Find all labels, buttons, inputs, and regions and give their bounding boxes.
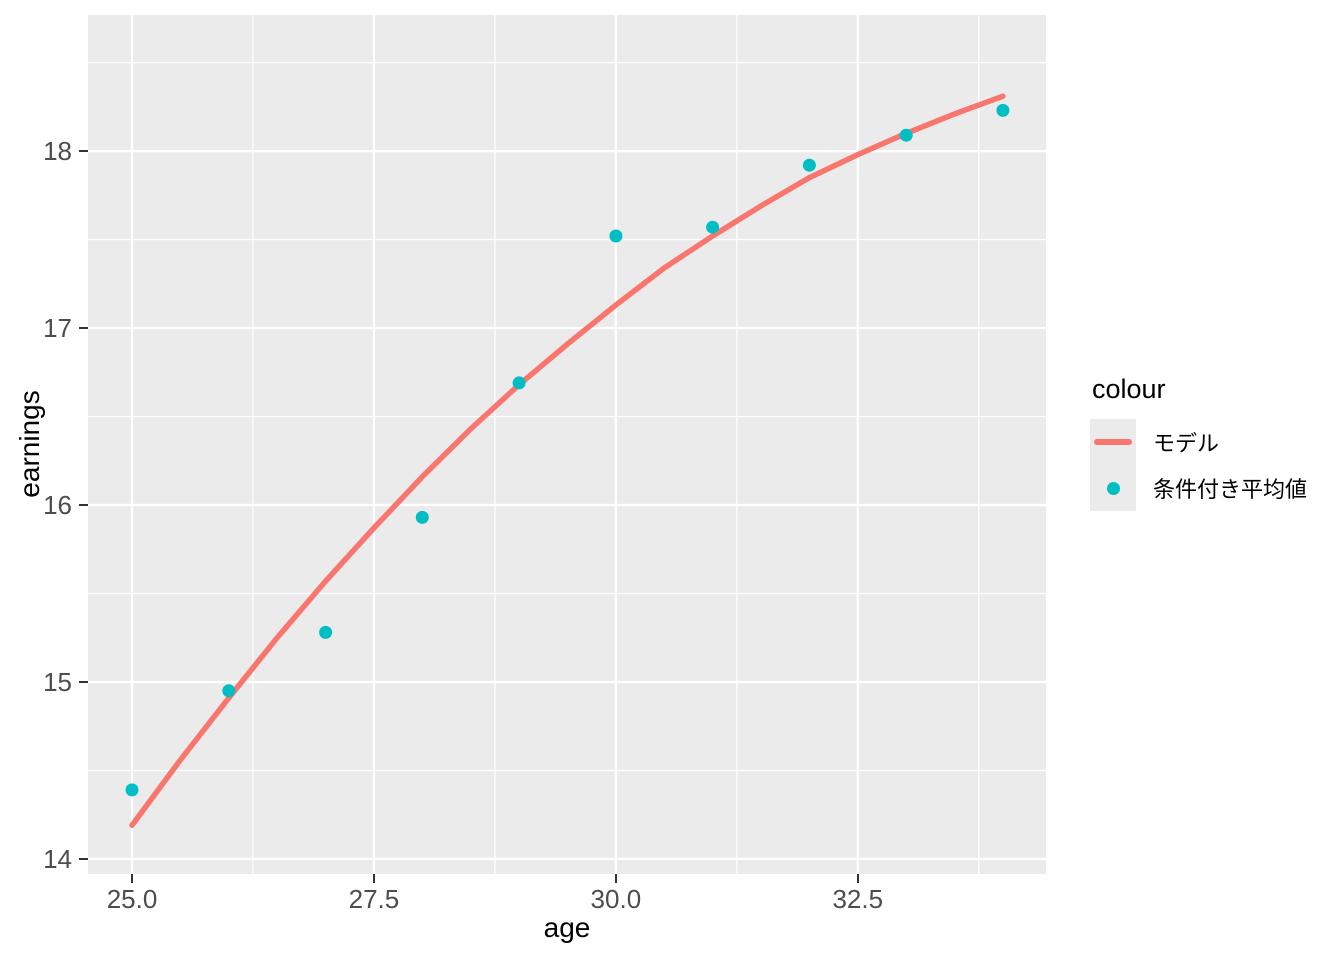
x-axis-tick-mark [856,874,860,883]
data-point [319,625,333,639]
legend-label-conditional-mean: 条件付き平均値 [1153,477,1308,502]
data-point [996,103,1010,117]
data-point [512,376,526,390]
mean-point-icon [1106,481,1120,495]
data-point [802,158,816,172]
legend-key-model [1090,419,1136,465]
x-tick-label: 27.5 [348,884,400,914]
data-point [899,128,913,142]
data-point [706,220,720,234]
x-axis-tick-mark [130,874,134,883]
y-tick-label: 18 [43,136,72,167]
x-axis-tick-mark [614,874,618,883]
model-curve [129,93,1006,829]
data-point [222,684,236,698]
data-point [609,229,623,243]
legend-key-conditional-mean [1090,465,1136,511]
y-axis-tick-mark [79,680,88,684]
x-tick-label: 32.5 [832,884,884,914]
data-point [415,510,429,524]
y-axis-tick-mark [79,326,88,330]
y-axis-tick-mark [79,503,88,507]
legend-label-model: モデル [1153,431,1220,456]
model-line-icon [1094,439,1132,445]
y-axis-tick-mark [79,857,88,861]
legend-item-conditional-mean: 条件付き平均値 [1090,465,1307,511]
chart-canvas [88,15,1046,874]
y-tick-label: 17 [43,313,72,344]
y-tick-label: 16 [43,490,72,521]
x-tick-label: 30.0 [590,884,642,914]
y-axis-title: earnings [14,390,45,498]
x-axis-title: age [543,912,591,943]
data-point [125,783,139,797]
legend: colour モデル 条件付き平均値 [1090,374,1307,511]
y-tick-label: 14 [43,843,72,874]
plot-panel [88,15,1046,874]
y-tick-label: 15 [43,666,72,697]
legend-item-model: モデル [1090,419,1307,465]
x-axis-tick-mark [372,874,376,883]
legend-title: colour [1092,374,1166,404]
y-axis-tick-mark [79,149,88,153]
x-tick-label: 25.0 [106,884,158,914]
